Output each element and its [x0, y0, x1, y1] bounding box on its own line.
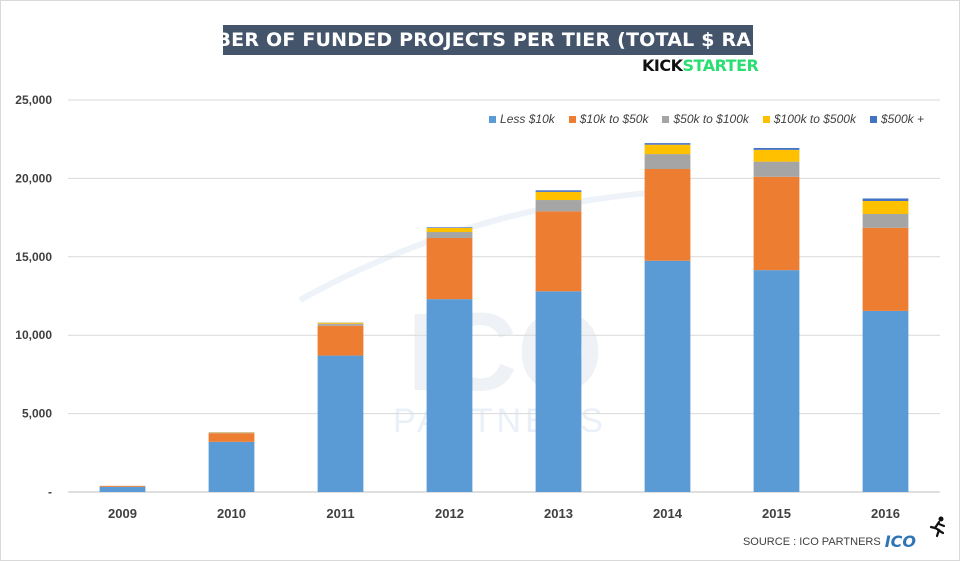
bar-segment [862, 310, 909, 492]
bar-segment [644, 154, 691, 169]
bar-segment [644, 144, 691, 155]
bar-segment [426, 227, 473, 233]
x-tick-label: 2012 [435, 506, 464, 521]
bar-segment [317, 323, 364, 326]
y-tick-label: 5,000 [22, 407, 52, 421]
source-text: SOURCE : ICO PARTNERS [742, 535, 881, 548]
bar-segment [426, 232, 473, 238]
y-tick-label: 10,000 [15, 328, 52, 342]
bar-segment [426, 227, 473, 228]
legend-swatch [869, 115, 877, 123]
bar-segment [426, 299, 473, 492]
bar-segment [535, 191, 582, 201]
legend-item: $50k to $100k [662, 112, 749, 126]
legend-item: Less $10k [489, 112, 555, 126]
chart-legend: Less $10k $10k to $50k $50k to $100k $100k … [489, 112, 924, 126]
legend-swatch [662, 115, 670, 123]
x-tick-label: 2014 [653, 506, 683, 521]
source-credit: SOURCE : ICO PARTNERS ICO [743, 532, 916, 551]
legend-label: $100k to $500k [773, 112, 856, 126]
bar-segment [644, 143, 691, 145]
bar-segment [426, 237, 473, 300]
kickstarter-logo-part2: STARTER [682, 56, 759, 75]
legend-label: $50k to $100k [673, 112, 749, 126]
bar-segment [753, 147, 800, 150]
legend-swatch [568, 115, 576, 123]
bar-segment [862, 200, 909, 214]
x-tick-label: 2010 [217, 506, 246, 521]
x-tick-label: 2009 [108, 506, 137, 521]
bar-segment [753, 161, 800, 177]
y-tick-label: 20,000 [15, 171, 52, 185]
y-tick-label: 25,000 [15, 93, 52, 107]
kickstarter-logo-part1: KICK [642, 56, 683, 75]
bar-segment [644, 168, 691, 261]
legend-swatch [489, 115, 497, 123]
legend-item: $100k to $500k [762, 112, 856, 126]
watermark-swoosh [298, 187, 691, 303]
legend-swatch [762, 115, 770, 123]
legend-label: $10k to $50k [579, 112, 649, 126]
bar-segment [317, 355, 364, 492]
bar-segment [862, 227, 909, 311]
ico-logo: ICO [884, 532, 916, 551]
bar-segment [99, 486, 146, 492]
chart-title: NUMBER OF FUNDED PROJECTS PER TIER (TOTA… [165, 29, 811, 51]
bars [99, 143, 909, 492]
legend-item: $500k + [869, 112, 924, 126]
bar-segment [99, 485, 146, 487]
bar-segment [753, 176, 800, 271]
chart-title-box: NUMBER OF FUNDED PROJECTS PER TIER (TOTA… [166, 25, 810, 55]
bar-segment [208, 441, 255, 492]
y-tick-label: 15,000 [15, 250, 52, 264]
legend-label: $500k + [880, 112, 924, 126]
bar-segment [535, 291, 582, 492]
kickstarter-logo: KICKSTARTER [642, 56, 759, 75]
bar-segment [862, 198, 909, 201]
x-tick-label: 2011 [326, 506, 354, 521]
bar-segment [753, 149, 800, 162]
bar-segment [535, 190, 582, 192]
bar-segment [644, 260, 691, 492]
x-tick-label: 2016 [871, 506, 900, 521]
runner-icon [929, 516, 946, 538]
y-axis-tick-labels: - 5,000 10,000 15,000 20,000 25,000 [15, 93, 52, 499]
bar-segment [208, 432, 255, 434]
x-tick-label: 2013 [544, 506, 573, 521]
legend-item: $10k to $50k [568, 112, 649, 126]
bar-segment [208, 433, 255, 442]
bar-segment [317, 322, 364, 324]
bar-segment [317, 325, 364, 356]
y-tick-label: - [48, 485, 52, 499]
bar-segment [862, 213, 909, 228]
bar-segment [753, 270, 800, 492]
legend-label: Less $10k [500, 112, 555, 126]
bar-segment [535, 200, 582, 212]
x-tick-label: 2015 [762, 506, 791, 521]
bar-segment [535, 211, 582, 292]
x-axis-tick-labels: 2009 2010 2011 2012 2013 2014 2015 2016 [108, 506, 900, 521]
